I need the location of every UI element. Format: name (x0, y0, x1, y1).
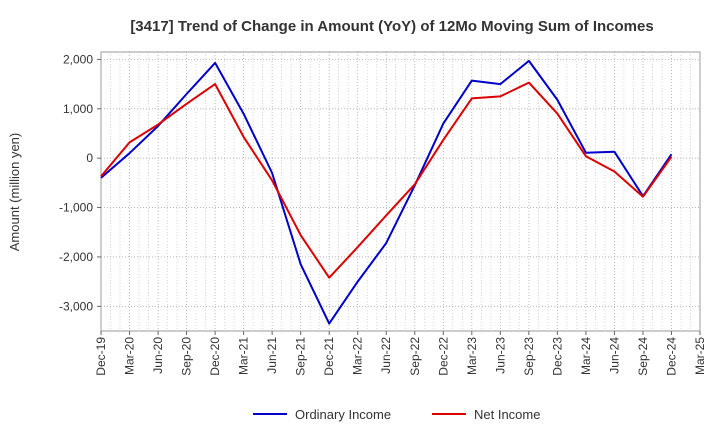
x-tick-label: Sep-23 (522, 337, 536, 376)
x-tick-label: Mar-20 (123, 337, 137, 375)
y-axis-label: Amount (million yen) (7, 133, 22, 252)
x-tick-label: Sep-22 (408, 337, 422, 376)
x-tick-label: Jun-22 (379, 337, 393, 374)
grid-lines (100, 52, 701, 331)
x-tick-label: Mar-24 (579, 337, 593, 375)
series-line-net-income (100, 81, 673, 279)
plot-area (100, 51, 701, 332)
x-tick-label: Sep-21 (294, 337, 308, 376)
series-lines (100, 59, 673, 325)
series-line-ordinary-income (100, 59, 673, 325)
x-tick-label: Mar-21 (237, 337, 251, 375)
x-tick-label: Dec-19 (94, 337, 108, 376)
x-tick-label: Jun-21 (265, 337, 279, 374)
x-tick-label: Mar-22 (351, 337, 365, 375)
x-tick-label: Dec-24 (664, 337, 678, 376)
x-tick-label: Sep-24 (636, 337, 650, 376)
y-tick-label: 0 (86, 151, 93, 165)
x-tick-label: Jun-20 (151, 337, 165, 374)
y-tick-label: -1,000 (59, 201, 93, 215)
x-axis-ticks: Dec-19 Mar-20 Jun-20 Sep-20 Dec-20 Mar-21 Jun-… (94, 331, 707, 376)
x-tick-label: Dec-21 (322, 337, 336, 376)
y-tick-label: -3,000 (59, 299, 93, 313)
x-tick-label: Mar-25 (693, 337, 707, 375)
legend-label-ordinary-income: Ordinary Income (295, 407, 391, 422)
x-tick-label: Jun-24 (607, 337, 621, 374)
x-tick-label: Dec-22 (436, 337, 450, 376)
chart-title: [3417] Trend of Change in Amount (YoY) o… (130, 18, 653, 35)
y-tick-label: 1,000 (63, 102, 93, 116)
legend-label-net-income: Net Income (474, 407, 540, 422)
legend: Ordinary Income Net Income (253, 407, 540, 422)
x-tick-label: Dec-23 (550, 337, 564, 376)
y-axis-ticks: 2,000 1,000 0 -1,000 -2,000 -3,000 (59, 52, 101, 313)
x-tick-label: Mar-23 (465, 337, 479, 375)
x-tick-label: Dec-20 (208, 337, 222, 376)
x-tick-label: Sep-20 (180, 337, 194, 376)
y-tick-label: -2,000 (59, 250, 93, 264)
y-tick-label: 2,000 (63, 52, 93, 66)
x-tick-label: Jun-23 (493, 337, 507, 374)
